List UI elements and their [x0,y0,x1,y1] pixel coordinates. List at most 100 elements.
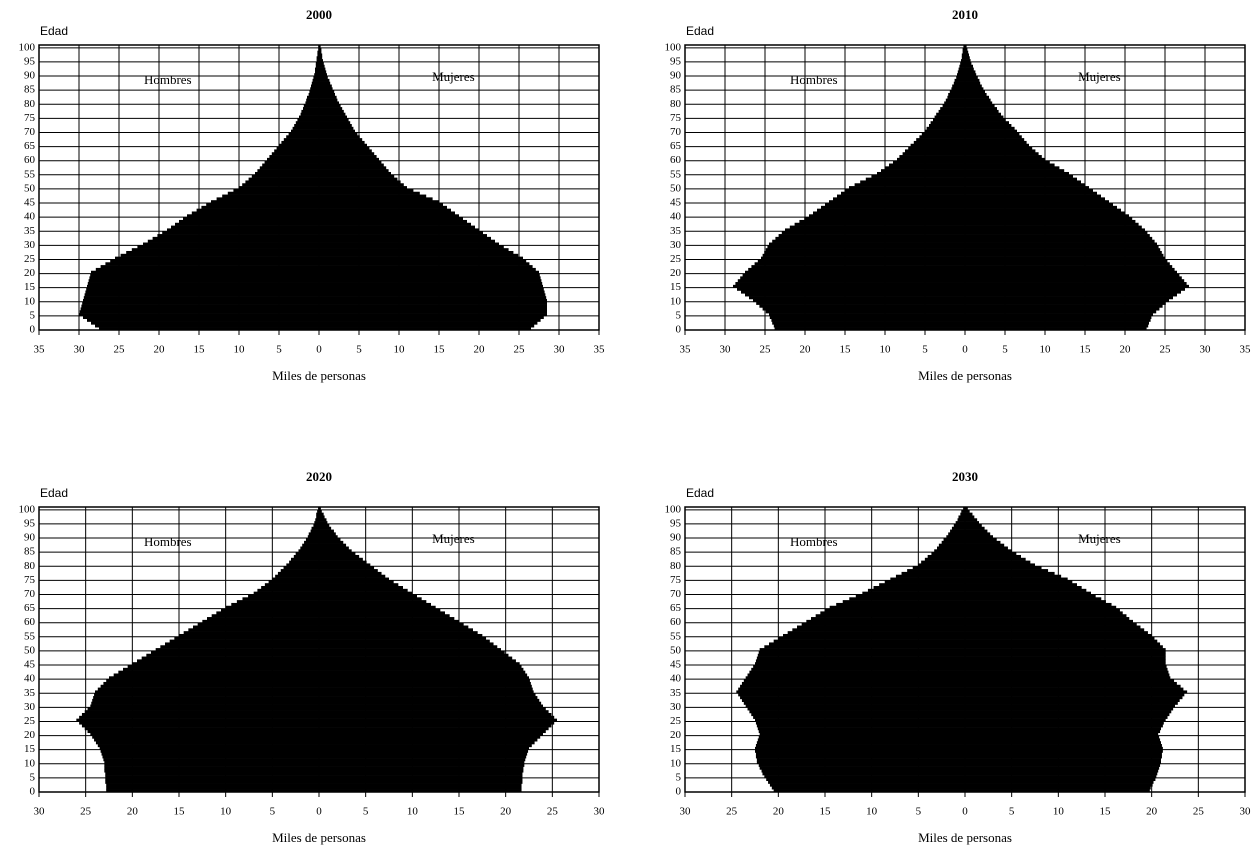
bar [286,563,319,567]
bar [965,523,982,528]
bar [753,298,965,303]
y-tick-label: 65 [670,140,682,152]
bar [319,696,538,700]
bar [162,231,319,235]
bar [756,656,965,660]
bar [319,721,555,725]
bar [319,569,378,573]
bar [849,597,965,601]
bar [741,681,965,686]
y-tick-label: 95 [24,517,36,529]
bar [965,84,982,88]
bar [749,670,965,674]
bar [755,718,965,722]
bar [272,577,319,581]
bar [319,780,523,784]
bar [965,321,1149,325]
bar [965,679,1175,683]
bar [965,777,1156,782]
bar [965,529,988,533]
bar [890,577,965,581]
y-tick-label: 45 [670,659,682,671]
bar [319,600,427,604]
bar [319,234,487,238]
bar [965,673,1170,677]
bar [965,301,1166,305]
bar [319,673,528,677]
x-tick-label: 20 [773,806,785,818]
bar [319,203,443,207]
bar [319,298,547,303]
bar [965,112,1001,116]
bar [303,104,319,108]
bar [319,90,335,94]
y-tick-label: 30 [670,239,682,251]
bar [137,245,319,249]
bar [319,580,394,584]
bar [965,78,980,82]
y-tick-label: 45 [670,197,682,209]
bar [292,126,319,130]
bar [319,177,398,181]
bar [965,667,1168,671]
bar [965,546,1008,550]
bar [965,276,1182,280]
bar [319,115,347,119]
bar [740,684,965,688]
bar [319,262,530,266]
bar [319,183,404,187]
bar [825,608,965,612]
bar [104,760,319,765]
bar [965,200,1109,204]
bar [946,535,965,539]
bar [965,166,1060,170]
bar [319,78,330,82]
bar [841,191,965,195]
bar [319,217,463,221]
bar [755,662,965,666]
bar [965,718,1166,722]
series-label: Mujeres [432,69,475,84]
bar [319,160,382,164]
bar [957,518,965,522]
bar [319,140,365,145]
x-tick-label: 35 [1240,344,1252,356]
bar [300,546,319,550]
bar [759,732,965,736]
bar [316,56,319,60]
bar [319,560,367,564]
bar [319,307,547,311]
bar [741,290,965,294]
bar [965,729,1161,734]
bar [319,188,414,193]
bar [317,509,319,513]
x-tick-label: 5 [1002,344,1008,356]
bar [101,752,320,756]
bar [897,157,965,161]
x-tick-label: 5 [363,806,369,818]
bar [774,327,965,331]
bar [319,758,526,762]
bar [319,67,326,71]
x-tick-label: 25 [1193,806,1205,818]
bar [267,157,319,161]
bar [315,64,319,68]
bar [902,152,965,156]
bar [757,738,965,742]
bar [283,138,319,142]
y-axis-label: Edad [686,24,714,38]
bar [201,205,319,209]
bar [757,259,965,263]
bar [319,157,379,161]
bar [965,194,1101,198]
bar [302,543,319,547]
bar [100,265,319,269]
bar [319,171,391,176]
bar [965,186,1089,190]
bar [319,698,540,703]
bar [242,597,319,601]
bar [965,56,970,60]
bar [319,512,324,516]
bar [319,208,451,212]
y-tick-label: 25 [24,715,36,727]
